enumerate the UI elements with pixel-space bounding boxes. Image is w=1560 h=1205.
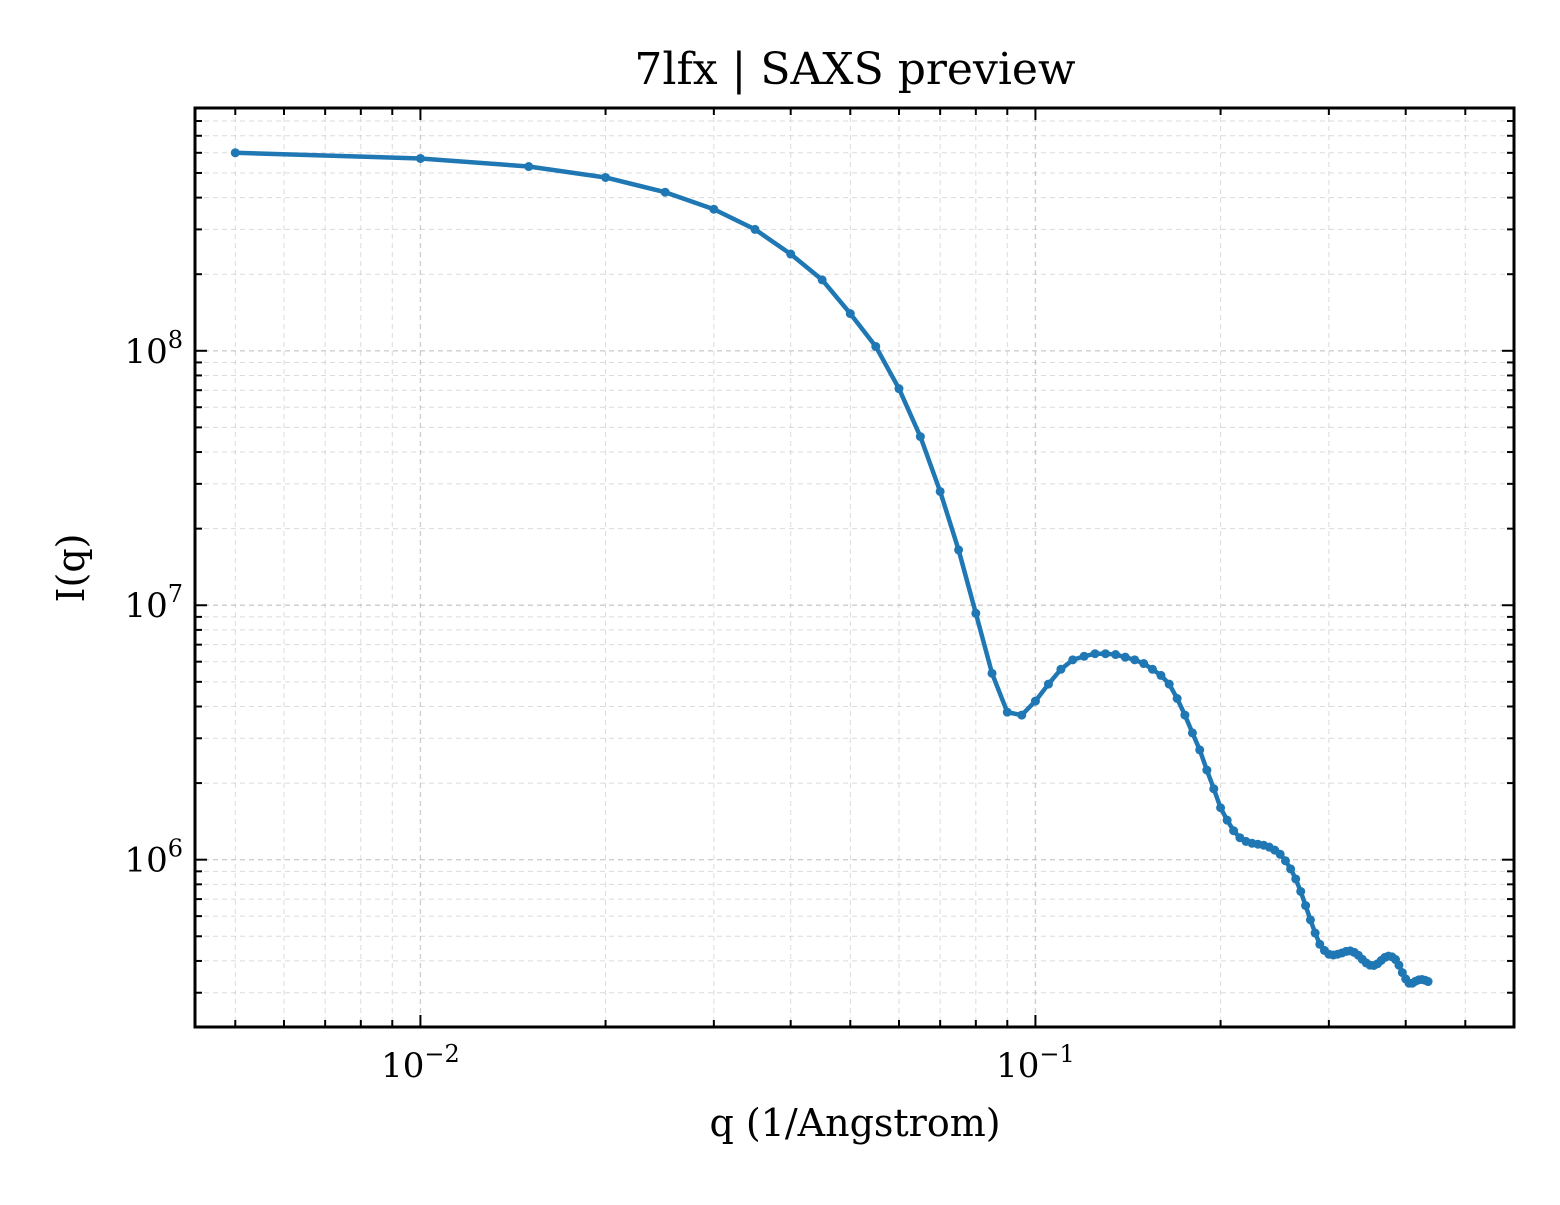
data-point [1139,659,1149,669]
data-point [1090,649,1100,659]
data-point [1002,707,1012,717]
data-point [1111,650,1121,660]
x-tick-label: 10−2 [381,1040,460,1086]
data-point [230,148,240,158]
x-axis-label: q (1/Angstrom) [709,1101,1000,1145]
data-point [1275,849,1285,859]
data-point [524,162,534,172]
grid-lines [195,107,1514,1027]
data-point [915,432,925,442]
data-point [1222,815,1232,825]
x-tick-label: 10−1 [996,1040,1075,1086]
data-point [1202,765,1212,775]
data-point [1187,728,1197,738]
data-point [1296,886,1306,896]
data-point [1156,670,1166,680]
data-point [894,384,904,394]
data-series [230,148,1433,988]
data-point [415,153,425,163]
tick-labels: 10−2 10−1 106 107 108 [124,326,1074,1086]
data-point [1394,960,1404,970]
y-tick-label: 108 [124,326,183,372]
data-point [1120,652,1130,662]
data-point [1305,915,1315,925]
y-axis-label: I(q) [49,534,93,603]
data-point [1310,928,1320,938]
data-point [1423,977,1433,987]
data-point [1301,901,1311,911]
data-point [1030,696,1040,706]
data-point [817,275,827,285]
data-point [1291,874,1301,884]
data-point [1180,710,1190,720]
y-tick-label: 106 [124,835,183,881]
data-point [1017,710,1027,720]
data-point [750,224,760,234]
data-point [786,249,796,259]
data-point [1229,826,1239,836]
data-point [1079,651,1089,661]
data-point [987,668,997,678]
data-point [1147,664,1157,674]
data-point [1056,664,1066,674]
data-point [845,309,855,319]
data-point [1068,655,1078,665]
data-point [1286,864,1296,874]
data-point [601,172,611,182]
y-tick-label: 107 [124,580,183,626]
data-point [1043,679,1053,689]
data-point [1130,655,1140,665]
data-point [709,204,719,214]
data-point [1172,694,1182,703]
data-point [1164,679,1174,689]
data-point [660,187,670,197]
data-point [1216,803,1226,813]
data-point [1280,856,1290,866]
data-point [1195,745,1205,755]
chart-title: 7lfx | SAXS preview [634,44,1076,95]
plot-frame [193,106,1516,1029]
data-point [1101,649,1111,659]
data-point [935,486,945,496]
data-point [971,608,981,618]
data-point [871,341,881,351]
data-point [1209,784,1219,794]
data-point [954,545,964,555]
